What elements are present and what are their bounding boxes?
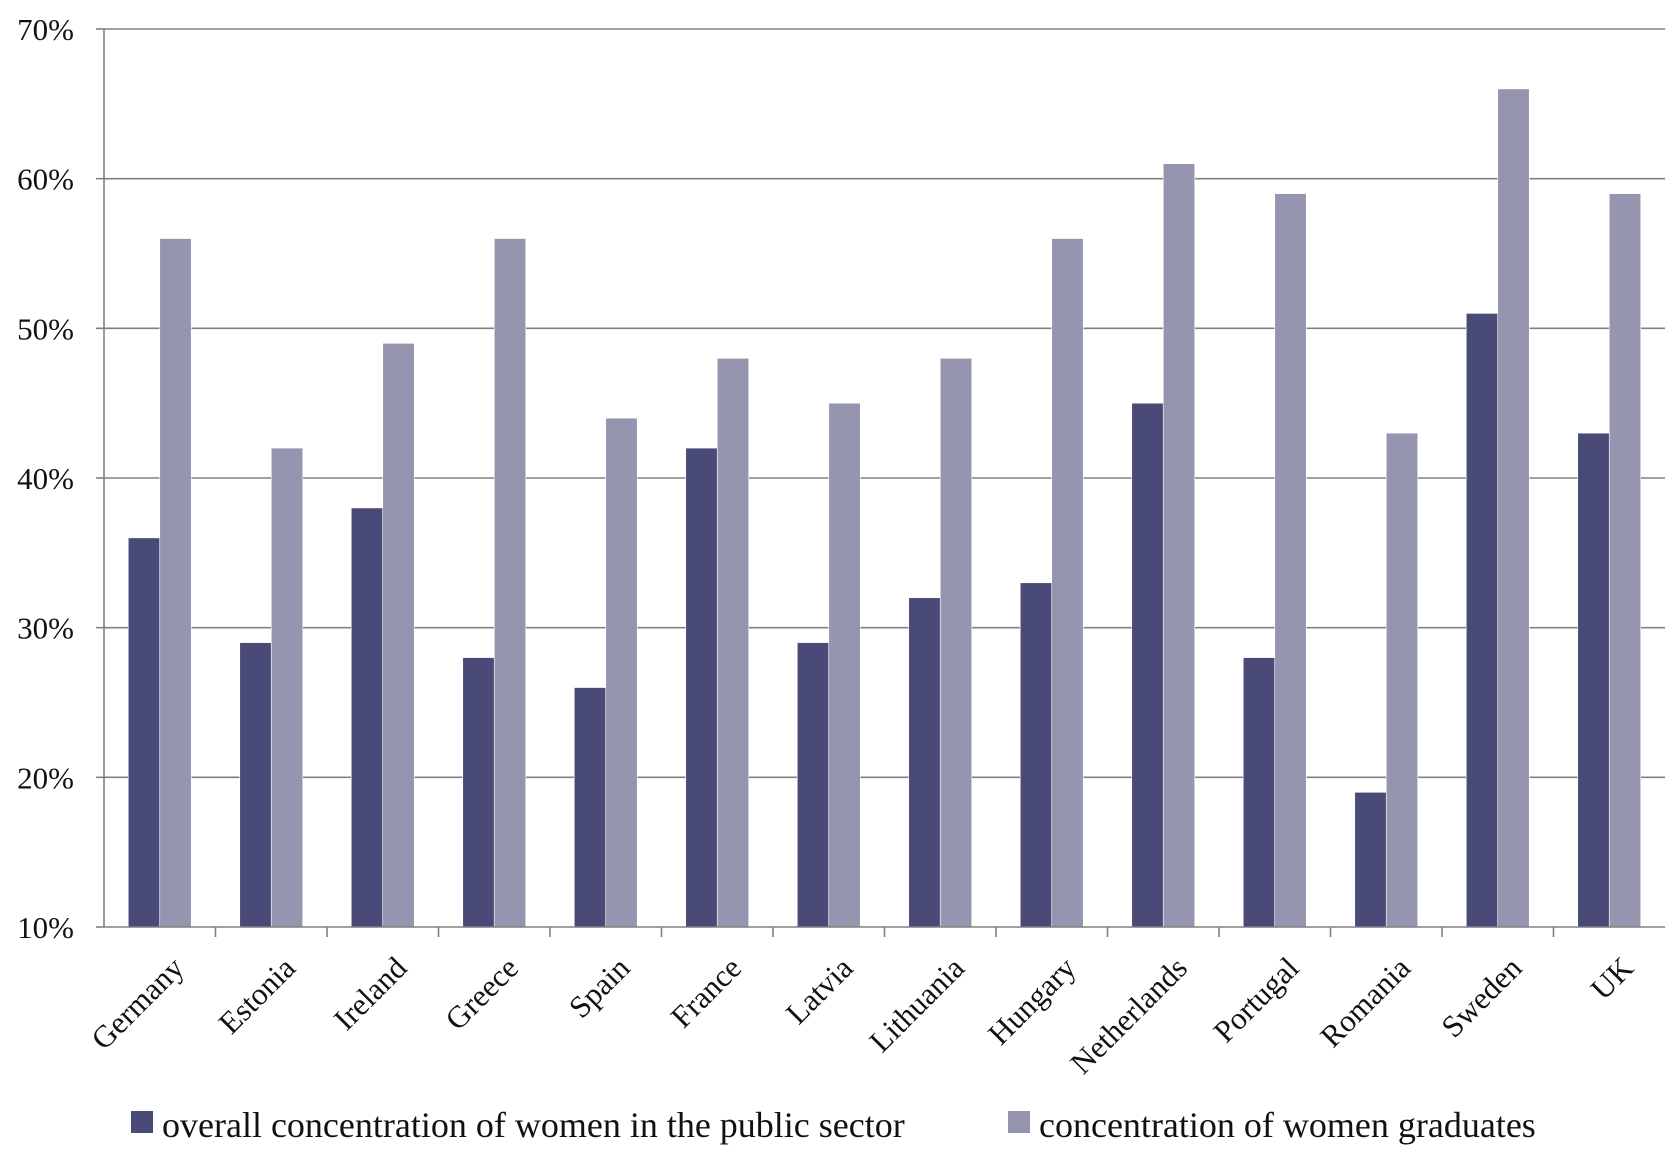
- legend-label-1: overall concentration of women in the pu…: [162, 1105, 905, 1145]
- x-tick-label-uk: UK: [1584, 950, 1641, 1007]
- bar-latvia-series-2: [828, 402, 861, 928]
- bar-lithuania-series-1: [908, 597, 941, 928]
- x-tick-label-hungary: Hungary: [981, 950, 1083, 1052]
- bar-sweden-series-2: [1497, 88, 1530, 928]
- bar-hungary-series-2: [1051, 238, 1084, 928]
- bar-germany-series-2: [159, 238, 192, 928]
- x-tick-label-france: France: [664, 950, 748, 1034]
- y-tick-label: 10%: [17, 910, 74, 945]
- legend: overall concentration of women in the pu…: [131, 1105, 1536, 1145]
- bar-greece-series-2: [493, 238, 527, 928]
- x-tick-label-sweden: Sweden: [1434, 950, 1529, 1045]
- x-axis-tick-labels: Germany Estonia Ireland Greece Spain France La…: [84, 950, 1640, 1081]
- x-tick-label-estonia: Estonia: [212, 950, 303, 1041]
- y-tick-label: 50%: [17, 311, 74, 346]
- legend-label-2: concentration of women graduates: [1039, 1105, 1536, 1145]
- y-axis-tick-labels: 10% 20% 30% 40% 50% 60% 70%: [17, 12, 74, 945]
- gridlines: [104, 28, 1665, 779]
- bar-netherlands-series-2: [1162, 163, 1196, 928]
- bar-portugal-series-1: [1242, 657, 1276, 928]
- bar-romania-series-1: [1354, 791, 1387, 928]
- bar-hungary-series-1: [1019, 582, 1053, 928]
- bar-uk-series-2: [1608, 193, 1642, 928]
- bar-romania-series-2: [1385, 432, 1419, 928]
- bar-portugal-series-2: [1274, 193, 1307, 928]
- bar-ireland-series-1: [350, 507, 384, 928]
- bar-spain-series-1: [573, 687, 607, 928]
- legend-swatch-1: [131, 1111, 153, 1133]
- y-tick-label: 30%: [17, 611, 74, 646]
- x-tick-label-netherlands: Netherlands: [1063, 950, 1194, 1081]
- x-tick-label-ireland: Ireland: [327, 950, 414, 1037]
- x-tick-label-spain: Spain: [562, 950, 637, 1025]
- bar-estonia-series-1: [239, 642, 272, 928]
- x-tick-label-latvia: Latvia: [779, 950, 860, 1031]
- x-tick-label-greece: Greece: [438, 950, 525, 1037]
- bar-netherlands-series-1: [1131, 402, 1164, 928]
- y-tick-label: 40%: [17, 461, 74, 496]
- y-tick-label: 20%: [17, 760, 74, 795]
- axes: [96, 28, 1665, 937]
- bar-estonia-series-2: [270, 447, 304, 928]
- legend-swatch-2: [1008, 1111, 1030, 1133]
- bar-greece-series-1: [462, 657, 495, 928]
- x-tick-label-germany: Germany: [84, 950, 191, 1057]
- y-tick-label: 60%: [17, 162, 74, 197]
- bar-latvia-series-1: [796, 642, 830, 928]
- bar-ireland-series-2: [382, 342, 415, 928]
- x-tick-label-portugal: Portugal: [1207, 950, 1306, 1049]
- bar-sweden-series-1: [1465, 313, 1499, 928]
- bars: [127, 88, 1642, 928]
- bar-lithuania-series-2: [939, 357, 973, 928]
- bar-germany-series-1: [127, 537, 161, 928]
- bar-france-series-1: [685, 447, 718, 928]
- bar-france-series-2: [716, 357, 750, 928]
- x-tick-label-romania: Romania: [1313, 950, 1417, 1054]
- x-tick-label-lithuania: Lithuania: [862, 950, 971, 1059]
- bar-uk-series-1: [1577, 432, 1610, 928]
- y-tick-label: 70%: [17, 12, 74, 47]
- bar-spain-series-2: [605, 417, 638, 928]
